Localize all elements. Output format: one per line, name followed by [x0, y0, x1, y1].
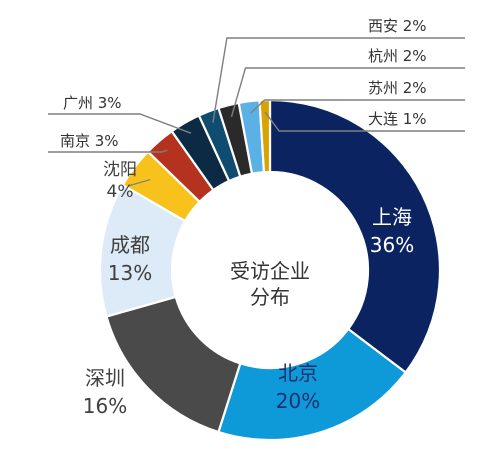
slice-label-2-value: 20%	[276, 389, 320, 413]
slice-label-4-name: 成都	[110, 233, 150, 257]
slice-label-3-name: 深圳	[85, 366, 125, 390]
center-label-line-1: 受访企业	[230, 259, 310, 283]
slice-2	[217, 327, 408, 442]
slice-11	[258, 98, 272, 174]
center-label: 受访企业 分布	[230, 259, 310, 309]
leader-lines	[48, 37, 465, 187]
leader-line-10	[250, 99, 465, 114]
slice-label-2-name: 北京	[278, 361, 318, 385]
leader-line-5	[127, 179, 151, 187]
slice-label-3-value: 16%	[83, 394, 127, 418]
slice-label-1-value: 36%	[370, 233, 414, 257]
chart-slices	[98, 98, 442, 442]
leader-line-9	[230, 67, 465, 117]
leader-line-6	[48, 149, 168, 153]
slice-label-6: 南京 3%	[60, 132, 119, 150]
leader-line-7	[48, 113, 192, 134]
slice-label-10: 苏州 2%	[368, 79, 427, 97]
slice-1	[268, 98, 442, 374]
slice-label-8: 西安 2%	[368, 17, 427, 35]
slice-label-5-value: 4%	[107, 182, 134, 202]
center-label-line-2: 分布	[250, 285, 290, 309]
slice-labels: 上海 36% 北京 20% 深圳 16% 成都 13% 沈阳4% 南京 3% 广州 3% 西安 2% 杭…	[60, 17, 427, 418]
slice-label-4-value: 13%	[108, 261, 152, 285]
leader-line-11	[264, 111, 465, 132]
slice-label-1-name: 上海	[372, 205, 412, 229]
slice-label-5-name: 沈阳	[103, 160, 137, 180]
slice-label-9: 杭州 2%	[368, 47, 427, 65]
slice-label-11: 大连 1%	[368, 110, 427, 128]
leader-line-8	[212, 37, 465, 123]
slice-label-7: 广州 3%	[63, 94, 122, 112]
